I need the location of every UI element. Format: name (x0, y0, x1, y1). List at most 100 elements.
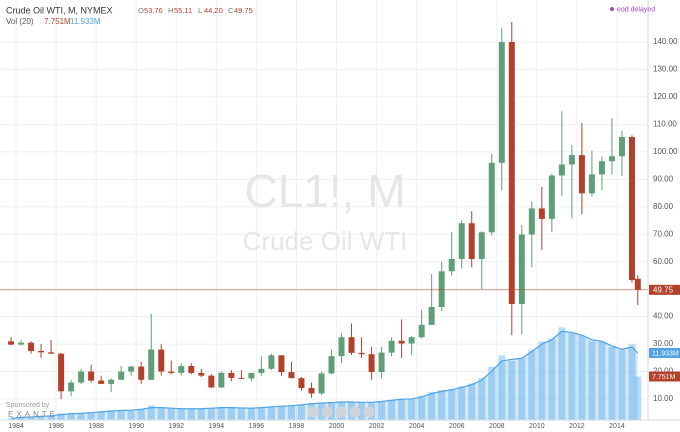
volume-bar (438, 390, 446, 420)
nav-button[interactable] (363, 406, 375, 418)
candle-body (8, 341, 15, 345)
nav-button[interactable] (349, 406, 361, 418)
price-pane (0, 21, 648, 399)
volume-bar (317, 402, 325, 420)
candle-body (88, 371, 95, 381)
volume-bar (538, 341, 546, 420)
candle-body (38, 350, 45, 353)
x-tick-label: 2004 (409, 423, 425, 430)
candle-body (508, 42, 515, 304)
candle-body (318, 373, 325, 394)
volume-ma-axis-label: 11.933M (652, 350, 679, 357)
x-tick-label: 2002 (369, 423, 385, 430)
volume-name: Vol (20) (6, 17, 34, 26)
candle-body (278, 355, 285, 373)
candle-body (268, 355, 275, 369)
sponsor-name: EXANTE (8, 410, 58, 419)
volume-tag (649, 371, 680, 382)
volume-bar (37, 416, 45, 420)
x-tick-label: 2012 (569, 423, 585, 430)
nav-button[interactable] (321, 406, 333, 418)
candle-body (288, 372, 295, 379)
nav-button[interactable] (307, 406, 319, 418)
x-tick-label: 1996 (249, 423, 265, 430)
candle-body (598, 161, 605, 175)
y-tick-label: 60.00 (653, 257, 674, 266)
x-tick-label: 1994 (209, 423, 225, 430)
volume-bar (127, 409, 135, 420)
candle-body (218, 372, 225, 388)
ohlc-value: 55.11 (174, 6, 192, 15)
candle-body (148, 349, 155, 380)
ohlc-value: 44.20 (204, 6, 223, 15)
volume-bar (177, 408, 185, 420)
candle-body (388, 340, 395, 353)
volume-bar (227, 407, 235, 420)
volume-bar (548, 338, 556, 420)
volume-bar (197, 408, 205, 420)
volume-bar (267, 406, 275, 420)
y-tick-label: 120.00 (653, 92, 678, 101)
candle-body (378, 352, 385, 373)
ohlc-value: 53.76 (144, 6, 163, 15)
candle-body (568, 155, 575, 165)
candle-body (518, 234, 525, 304)
volume-bar (117, 410, 125, 420)
ohlc-key: L (198, 6, 202, 15)
volume-bar (448, 389, 456, 420)
volume-bar (458, 386, 466, 420)
candle-body (138, 366, 145, 380)
volume-bar (97, 411, 105, 420)
candle-body (438, 271, 445, 308)
candle-body (208, 375, 215, 388)
volume-bar (17, 417, 25, 420)
last-price-tag (649, 284, 680, 295)
candle-body (398, 340, 405, 344)
candle-body (408, 337, 415, 344)
volume-bar (608, 347, 616, 420)
ohlc-key: H (168, 6, 173, 15)
volume-bar (107, 410, 115, 420)
volume-bar (7, 418, 15, 420)
volume-bar (157, 408, 165, 420)
candle-body (28, 342, 35, 351)
candle-body (578, 155, 585, 194)
candle-body (488, 162, 495, 233)
candle-body (348, 337, 355, 353)
candle-body (634, 278, 641, 290)
volume-bar (518, 358, 526, 420)
candle-body (418, 324, 425, 338)
volume-bar (187, 408, 195, 420)
candle-body (628, 137, 635, 281)
volume-bar (418, 395, 426, 420)
x-tick-label: 1992 (168, 423, 184, 430)
candle-body (538, 208, 545, 219)
ohlc-key: C (228, 6, 234, 15)
ohlc-value: 49.75 (234, 6, 253, 15)
y-tick-label: 140.00 (653, 37, 678, 46)
candle-body (308, 388, 315, 394)
candle-body (328, 356, 335, 374)
y-tick-label: 20.00 (653, 367, 674, 376)
candle-body (168, 371, 175, 373)
nav-button[interactable] (335, 406, 347, 418)
x-tick-label: 2006 (449, 423, 465, 430)
volume-bar (558, 327, 566, 420)
volume-bar (408, 399, 416, 420)
candle-body (228, 372, 235, 378)
volume-pane (7, 327, 642, 420)
candle-body (558, 164, 565, 176)
volume-bar (217, 407, 225, 420)
status-dot (610, 7, 614, 11)
sponsor-label: Sponsored by (6, 402, 50, 409)
candle-body (108, 379, 115, 384)
volume-bar (588, 341, 596, 420)
volume-bar (167, 408, 175, 420)
x-tick-label: 1988 (88, 423, 104, 430)
candle-body (238, 377, 245, 379)
volume-bar (468, 383, 476, 420)
last-price-label: 49.75 (653, 285, 674, 294)
candle-body (548, 175, 555, 219)
volume-bar (77, 413, 85, 420)
volume-ma-line (10, 330, 639, 419)
